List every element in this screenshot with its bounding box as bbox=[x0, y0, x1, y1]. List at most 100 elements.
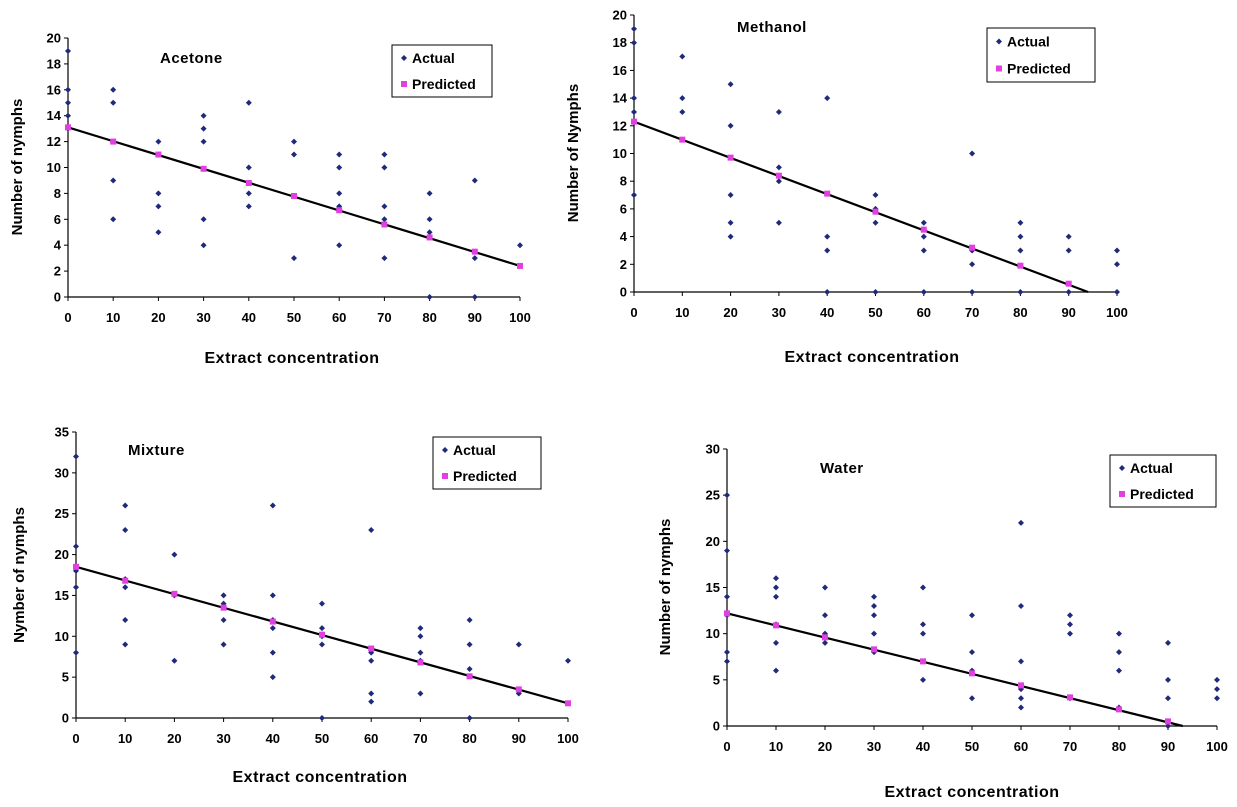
actual-point bbox=[110, 86, 117, 93]
actual-point bbox=[466, 715, 473, 721]
actual-point bbox=[319, 641, 325, 648]
actual-point bbox=[824, 289, 831, 295]
x-tick-label: 90 bbox=[1061, 305, 1075, 320]
x-tick-label: 70 bbox=[965, 305, 979, 320]
actual-point bbox=[724, 492, 730, 499]
actual-point bbox=[679, 53, 686, 60]
legend: Actual Predicted bbox=[432, 436, 542, 490]
predicted-point bbox=[368, 645, 375, 652]
actual-point bbox=[1018, 704, 1024, 711]
legend-label: Actual bbox=[1130, 460, 1173, 476]
y-tick-label: 16 bbox=[47, 82, 61, 97]
actual-point bbox=[245, 99, 252, 106]
actual-point bbox=[220, 592, 227, 599]
predicted-point bbox=[515, 686, 522, 693]
y-tick-label: 18 bbox=[613, 35, 627, 50]
predicted-point bbox=[773, 622, 779, 629]
predicted-point bbox=[920, 226, 927, 233]
x-tick-label: 60 bbox=[332, 310, 346, 325]
actual-point bbox=[122, 616, 129, 623]
legend-box bbox=[1109, 454, 1217, 508]
actual-point bbox=[200, 242, 207, 249]
legend-marker-actual bbox=[996, 38, 1002, 45]
actual-point bbox=[471, 294, 478, 300]
actual-point bbox=[417, 690, 424, 697]
y-tick-label: 4 bbox=[54, 238, 62, 253]
actual-point bbox=[631, 95, 637, 102]
series-actual bbox=[724, 492, 1220, 729]
predicted-point bbox=[969, 244, 976, 251]
x-tick-label: 30 bbox=[196, 310, 210, 325]
y-tick-label: 6 bbox=[54, 212, 61, 227]
actual-point bbox=[200, 125, 207, 132]
actual-point bbox=[631, 39, 637, 46]
actual-point bbox=[1214, 686, 1220, 693]
y-tick-label: 10 bbox=[47, 160, 61, 175]
actual-point bbox=[336, 164, 343, 171]
y-tick-label: 15 bbox=[55, 588, 69, 603]
actual-point bbox=[269, 502, 276, 509]
actual-point bbox=[368, 657, 375, 664]
chart-panel-water: 0 5 10 15 20 25 30 0 10 20 30 40 50 60 70 80 90 100 Extrac… bbox=[657, 442, 1228, 802]
actual-point bbox=[1067, 612, 1073, 619]
series-actual bbox=[631, 25, 1120, 295]
actual-point bbox=[466, 616, 473, 623]
x-tick-label: 40 bbox=[820, 305, 834, 320]
x-tick-label: 40 bbox=[242, 310, 256, 325]
y-tick-label: 5 bbox=[713, 672, 720, 687]
actual-point bbox=[969, 612, 975, 619]
actual-point bbox=[775, 178, 782, 185]
y-tick-label: 0 bbox=[620, 285, 627, 300]
actual-point bbox=[466, 641, 473, 648]
x-tick-label: 80 bbox=[1112, 739, 1126, 754]
actual-point bbox=[1067, 621, 1073, 628]
actual-point bbox=[336, 242, 343, 249]
actual-point bbox=[381, 164, 388, 171]
predicted-point bbox=[319, 631, 325, 638]
actual-point bbox=[872, 219, 879, 226]
y-tick-label: 20 bbox=[47, 31, 61, 46]
x-tick-label: 70 bbox=[1063, 739, 1077, 754]
x-tick-label: 10 bbox=[769, 739, 783, 754]
predicted-point bbox=[1116, 706, 1122, 713]
actual-point bbox=[631, 25, 637, 32]
legend-marker-predicted bbox=[996, 65, 1002, 72]
x-tick-label: 90 bbox=[512, 731, 526, 746]
y-tick-label: 0 bbox=[54, 290, 61, 305]
actual-point bbox=[381, 255, 388, 262]
y-axis-label: Number of nymphs bbox=[657, 519, 674, 656]
predicted-point bbox=[1018, 682, 1024, 689]
actual-point bbox=[724, 658, 730, 665]
actual-point bbox=[1065, 233, 1072, 240]
actual-point bbox=[727, 219, 734, 226]
legend: Actual Predicted bbox=[986, 27, 1096, 83]
x-axis-label: Extract concentration bbox=[785, 349, 960, 366]
actual-point bbox=[773, 575, 779, 582]
actual-point bbox=[269, 649, 276, 656]
predicted-point bbox=[73, 563, 79, 570]
x-tick-label: 10 bbox=[675, 305, 689, 320]
actual-point bbox=[368, 690, 375, 697]
actual-point bbox=[773, 584, 779, 591]
actual-point bbox=[73, 649, 79, 656]
actual-point bbox=[822, 612, 828, 619]
legend-marker-predicted bbox=[442, 473, 448, 479]
actual-point bbox=[336, 151, 343, 158]
actual-point bbox=[872, 289, 879, 295]
actual-point bbox=[110, 216, 117, 223]
actual-point bbox=[920, 676, 926, 683]
actual-point bbox=[381, 203, 388, 210]
chart-panel-methanol: 0 2 4 6 8 10 12 14 16 18 20 0 10 20 30 40 50 60 70 80 90 100 E… bbox=[565, 8, 1128, 367]
actual-point bbox=[220, 616, 227, 623]
actual-point bbox=[920, 247, 927, 254]
x-tick-label: 100 bbox=[1106, 305, 1128, 320]
predicted-point bbox=[565, 700, 571, 707]
y-tick-label: 0 bbox=[713, 719, 720, 734]
y-axis-label: Nymber of nymphs bbox=[11, 507, 28, 643]
actual-point bbox=[727, 81, 734, 88]
predicted-point bbox=[1065, 280, 1072, 287]
y-tick-label: 18 bbox=[47, 56, 61, 71]
actual-point bbox=[336, 190, 343, 197]
predicted-point bbox=[466, 673, 473, 680]
actual-point bbox=[1214, 676, 1220, 683]
